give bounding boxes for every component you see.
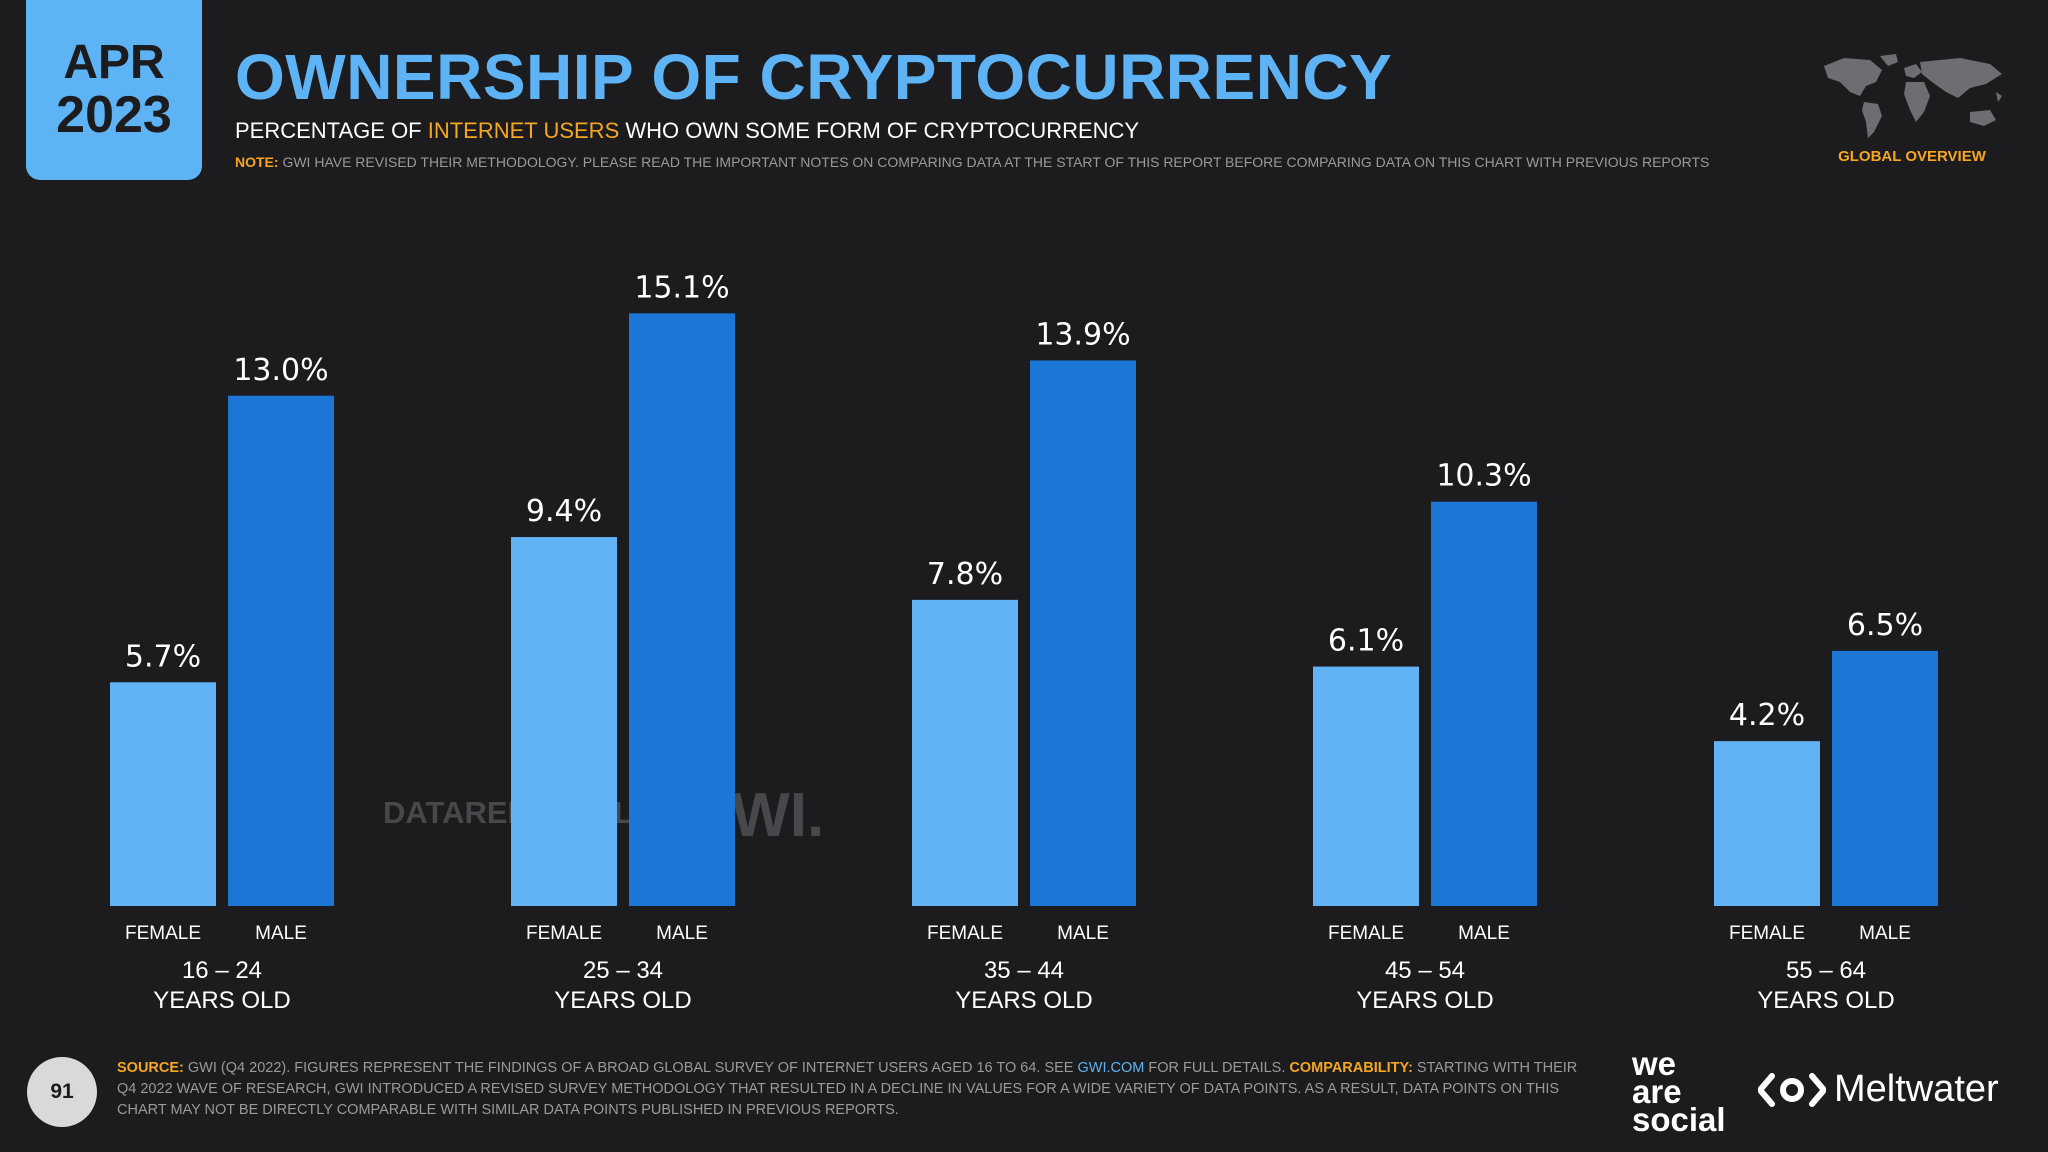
page-title: OWNERSHIP OF CRYPTOCURRENCY (235, 41, 1393, 113)
bar-male-2 (1030, 360, 1136, 906)
meltwater-text: Meltwater (1834, 1068, 1999, 1110)
data-label-female-0: 5.7% (125, 639, 201, 674)
category-label-3: 45 – 54 (1385, 957, 1465, 984)
we-are-social-logo: we are social (1632, 1045, 1726, 1138)
category-label-1: 25 – 34 (583, 957, 663, 984)
methodology-note: NOTE: GWI HAVE REVISED THEIR METHODOLOGY… (235, 154, 1709, 170)
series-label-male-3: MALE (1458, 923, 1510, 944)
bar-chart: 5.7% FEMALE 13.0% MALE 16 – 24 YEARS OLD 9.4% F… (110, 270, 1938, 1014)
series-label-male-2: MALE (1057, 923, 1109, 944)
bar-male-1 (629, 313, 735, 906)
category-sublabel-3: YEARS OLD (1356, 987, 1493, 1014)
series-label-female-3: FEMALE (1328, 923, 1404, 944)
category-label-4: 55 – 64 (1786, 957, 1866, 984)
category-sublabel-4: YEARS OLD (1757, 987, 1894, 1014)
data-label-female-2: 7.8% (927, 557, 1003, 592)
page-number: 91 (27, 1057, 97, 1127)
source-note: SOURCE: GWI (Q4 2022). FIGURES REPRESENT… (117, 1058, 1587, 1121)
data-label-male-2: 13.9% (1035, 317, 1130, 352)
date-month: APR (63, 36, 165, 89)
bar-male-0 (228, 395, 334, 906)
bar-female-3 (1313, 666, 1419, 906)
comparability-label: COMPARABILITY: (1289, 1060, 1413, 1076)
series-label-male-0: MALE (255, 923, 307, 944)
bar-male-4 (1832, 650, 1938, 906)
data-label-male-0: 13.0% (233, 353, 328, 388)
data-label-female-4: 4.2% (1729, 698, 1805, 733)
data-label-male-1: 15.1% (634, 270, 729, 305)
bar-female-1 (511, 537, 617, 906)
bar-male-3 (1431, 501, 1537, 906)
series-label-female-0: FEMALE (125, 923, 201, 944)
series-label-female-4: FEMALE (1729, 923, 1805, 944)
data-label-male-4: 6.5% (1847, 608, 1923, 643)
category-sublabel-1: YEARS OLD (554, 987, 691, 1014)
world-map-icon (1824, 54, 2002, 138)
category-label-2: 35 – 44 (984, 957, 1064, 984)
category-label-0: 16 – 24 (182, 957, 262, 984)
data-label-female-3: 6.1% (1328, 624, 1404, 659)
subtitle-pre: PERCENTAGE OF (235, 118, 428, 143)
meltwater-mark-icon (1758, 1072, 1826, 1107)
series-label-male-4: MALE (1859, 923, 1911, 944)
comparability-text: STARTING WITH THEIR Q4 2022 WAVE OF RESE… (117, 1060, 1578, 1118)
series-label-female-2: FEMALE (927, 923, 1003, 944)
source-label: SOURCE: (117, 1060, 184, 1076)
note-label: NOTE: (235, 154, 279, 170)
series-label-female-1: FEMALE (526, 923, 602, 944)
series-label-male-1: MALE (656, 923, 708, 944)
bar-female-2 (912, 599, 1018, 906)
region-label: GLOBAL OVERVIEW (1838, 148, 1986, 165)
chart-subtitle: PERCENTAGE OF INTERNET USERS WHO OWN SOM… (235, 118, 1139, 144)
note-text: GWI HAVE REVISED THEIR METHODOLOGY. PLEA… (278, 154, 1710, 170)
meltwater-logo: Meltwater (1758, 1068, 1999, 1111)
subtitle-highlight: INTERNET USERS (427, 118, 620, 143)
category-sublabel-2: YEARS OLD (955, 987, 1092, 1014)
date-badge: APR 2023 (26, 0, 202, 180)
bar-female-4 (1714, 741, 1820, 906)
category-sublabel-0: YEARS OLD (153, 987, 290, 1014)
source-text-2: FOR FULL DETAILS. (1144, 1060, 1290, 1076)
data-label-female-1: 9.4% (526, 494, 602, 529)
source-text: GWI (Q4 2022). FIGURES REPRESENT THE FIN… (183, 1060, 1078, 1076)
subtitle-post: WHO OWN SOME FORM OF CRYPTOCURRENCY (619, 118, 1140, 143)
source-link[interactable]: GWI.COM (1077, 1060, 1145, 1076)
bar-female-0 (110, 682, 216, 906)
data-label-male-3: 10.3% (1436, 459, 1531, 494)
date-year: 2023 (56, 86, 172, 144)
